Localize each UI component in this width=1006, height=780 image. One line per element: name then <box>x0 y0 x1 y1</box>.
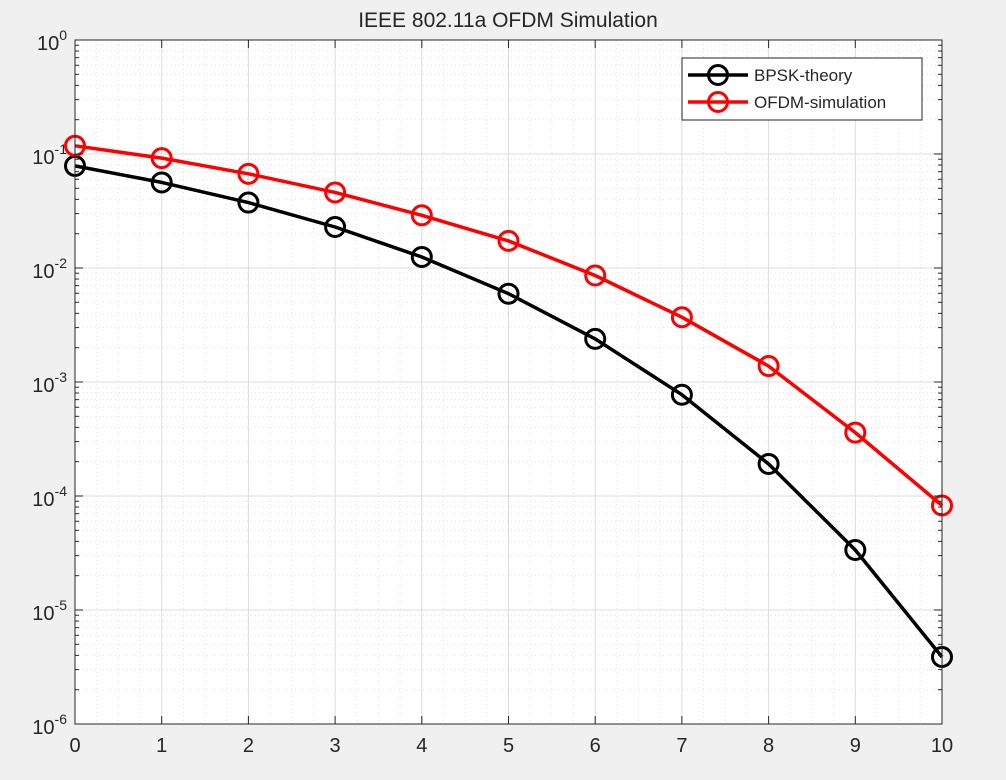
legend-swatch-marker <box>707 64 729 86</box>
data-point-BPSK-theory <box>757 452 780 475</box>
data-point-OFDM-simulation <box>410 204 433 227</box>
x-tick-label: 9 <box>850 735 861 757</box>
x-tick-label: 3 <box>330 735 341 757</box>
x-tick-label: 5 <box>503 735 514 757</box>
data-point-BPSK-theory <box>844 538 867 561</box>
y-tick-exponent: -5 <box>55 597 68 613</box>
data-point-OFDM-simulation <box>497 229 520 252</box>
x-tick-label: 0 <box>69 735 80 757</box>
y-tick-base: 10 <box>32 147 54 169</box>
y-tick-base: 10 <box>32 489 54 511</box>
y-tick-exponent: -3 <box>55 369 68 385</box>
series-layer <box>64 134 953 669</box>
y-tick-exponent: -2 <box>55 255 68 271</box>
data-point-OFDM-simulation <box>757 355 780 378</box>
x-tick-label: 7 <box>676 735 687 757</box>
y-tick-base: 10 <box>37 33 59 55</box>
data-point-BPSK-theory <box>237 191 260 214</box>
y-tick-exponent: -1 <box>55 141 68 157</box>
data-point-BPSK-theory <box>497 282 520 305</box>
y-tick-base: 10 <box>32 603 54 625</box>
y-tick-label: 10-4 <box>32 483 67 511</box>
legend-label: OFDM-simulation <box>754 93 886 112</box>
y-tick-label: 10-1 <box>32 141 67 169</box>
y-tick-label: 100 <box>37 27 67 55</box>
x-tick-label: 10 <box>931 735 953 757</box>
y-tick-base: 10 <box>32 261 54 283</box>
y-tick-label: 10-3 <box>32 369 67 397</box>
data-point-OFDM-simulation <box>237 162 260 185</box>
x-tick-label: 6 <box>590 735 601 757</box>
data-point-OFDM-simulation <box>584 264 607 287</box>
y-tick-base: 10 <box>32 375 54 397</box>
x-tick-label: 1 <box>156 735 167 757</box>
y-tick-exponent: -4 <box>55 483 68 499</box>
chart-title: IEEE 802.11a OFDM Simulation <box>358 9 658 32</box>
data-point-BPSK-theory <box>410 245 433 268</box>
y-tick-exponent: 0 <box>59 27 67 43</box>
legend: BPSK-theory OFDM-simulation <box>681 57 923 121</box>
x-tick-label: 4 <box>416 735 427 757</box>
legend-swatch-marker <box>707 91 729 113</box>
y-tick-label: 10-5 <box>32 597 67 625</box>
major-grid <box>75 40 942 724</box>
data-point-OFDM-simulation <box>150 147 173 170</box>
y-tick-label: 10-2 <box>32 255 67 283</box>
series-line-OFDM-simulation <box>74 144 944 507</box>
legend-label: BPSK-theory <box>754 66 853 85</box>
axis-ticks <box>74 39 943 725</box>
y-tick-label: 10-6 <box>32 711 67 739</box>
minor-grid <box>75 40 942 724</box>
data-point-BPSK-theory <box>150 171 173 194</box>
data-point-BPSK-theory <box>670 383 693 406</box>
data-point-OFDM-simulation <box>324 181 347 204</box>
x-tick-label: 2 <box>243 735 254 757</box>
data-point-BPSK-theory <box>324 215 347 238</box>
x-tick-label: 8 <box>763 735 774 757</box>
x-tick-labels: 0 1 2 3 4 5 6 7 8 9 10 <box>69 735 953 757</box>
y-tick-exponent: -6 <box>55 711 68 727</box>
series-line-BPSK-theory <box>74 164 944 659</box>
y-tick-base: 10 <box>32 717 54 739</box>
data-point-OFDM-simulation <box>670 306 693 329</box>
data-point-OFDM-simulation <box>844 421 867 444</box>
data-point-BPSK-theory <box>584 327 607 350</box>
